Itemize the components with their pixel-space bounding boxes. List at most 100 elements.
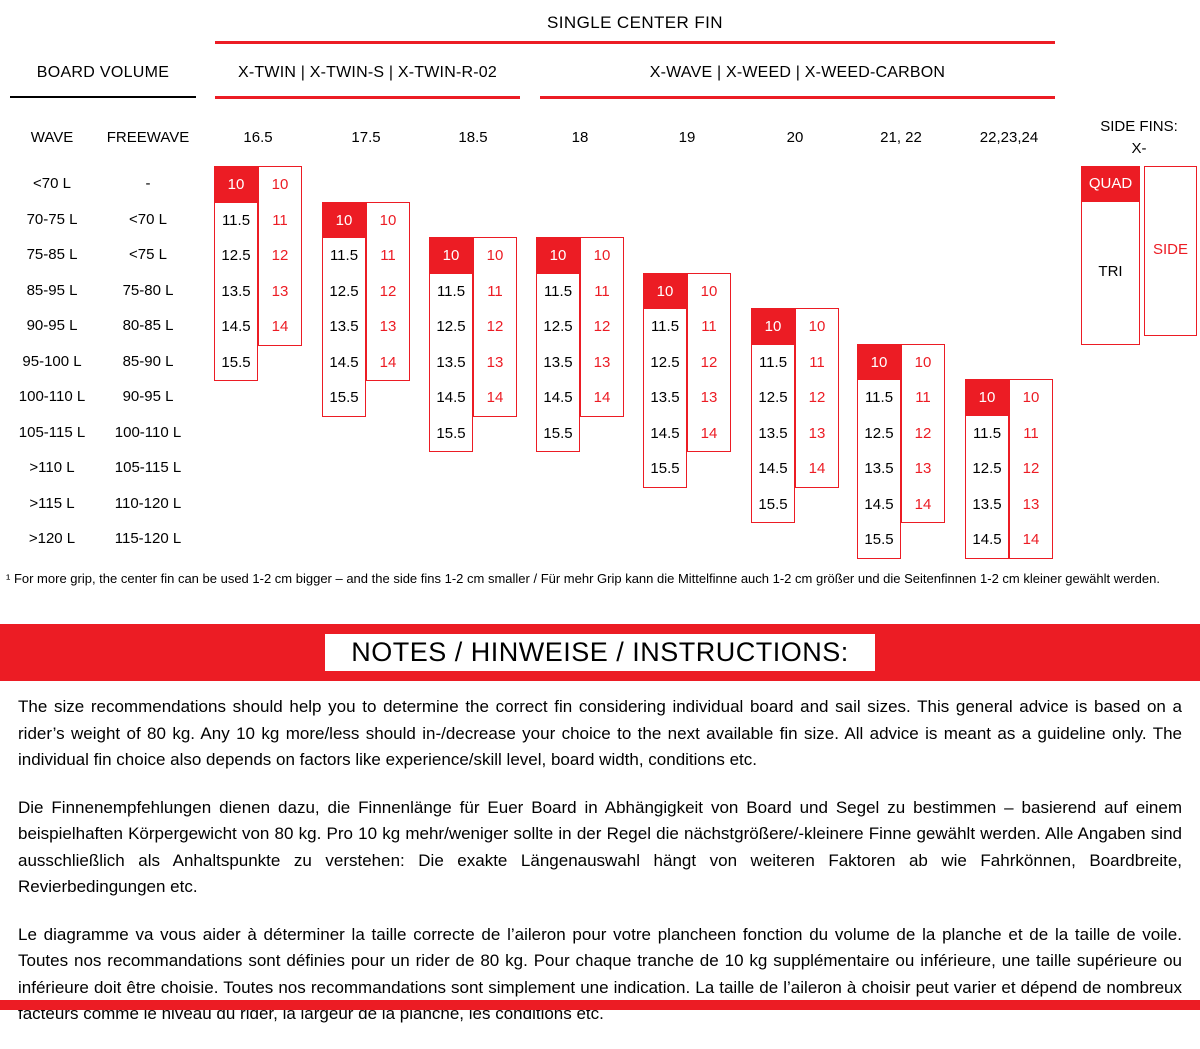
side-fin-cell: 12 (486, 318, 504, 335)
side-fin-cell: 13 (379, 318, 397, 335)
center-fin-column: 10 11.5 12.5 13.5 14.5 15.5 (857, 343, 901, 559)
wave-volume-cell: 95-100 L (22, 352, 82, 370)
legend-side-box: SIDE (1144, 166, 1197, 336)
wave-volume-cell: >120 L (28, 530, 76, 547)
side-fin-cell: 14 (808, 460, 826, 477)
freewave-volume-cell: <70 L (129, 210, 167, 228)
sail-size-header: 17.5 (351, 129, 381, 146)
legend-quad-box: QUAD (1081, 166, 1140, 201)
notes-paragraph: Le diagramme va vous aider à déterminer … (18, 924, 1182, 1024)
center-fin-column: 10 11.5 12.5 13.5 14.5 (965, 379, 1009, 559)
wave-volume-cell: <70 L (33, 175, 71, 192)
side-fin-cell: 11 (809, 353, 825, 371)
wave-volume-cell: >115 L (29, 494, 75, 512)
center-fin-column: 10 11.5 12.5 13.5 14.5 15.5 (643, 272, 687, 488)
center-fin-column: 10 11.5 12.5 13.5 14.5 15.5 (214, 166, 258, 381)
side-fin-cell: 13 (486, 353, 504, 371)
sail-size-header: 22,23,24 (979, 129, 1039, 146)
center-fin-cell: 15.5 (221, 353, 251, 371)
side-fins-heading-line1: SIDE FINS: (1100, 118, 1178, 135)
side-fin-column: 10 11 12 13 14 (258, 166, 302, 346)
center-fin-cell: 14.5 (972, 531, 1002, 548)
sail-size-header: 16.5 (243, 129, 273, 146)
side-fin-cell: 11 (701, 318, 717, 335)
center-fin-cell: 14.5 (864, 495, 894, 513)
legend-tri-box: TRI (1081, 201, 1140, 345)
wave-volume-cell: 100-110 L (18, 388, 86, 405)
center-fin-cell: 13.5 (436, 353, 466, 371)
freewave-volume-cell: 110-120 L (114, 494, 182, 512)
side-fin-cell: 11 (272, 211, 288, 229)
board-volume-underline (10, 96, 196, 98)
center-fin-cell-highlight: 10 (537, 238, 579, 274)
board-volume-heading: BOARD VOLUME (36, 64, 170, 81)
side-fin-cell: 12 (914, 424, 932, 442)
fin-group-xwave-heading: X-WAVE | X-WEED | X-WEED-CARBON (649, 64, 946, 81)
center-fin-column: 10 11.5 12.5 13.5 14.5 15.5 (322, 201, 366, 417)
center-fin-cell: 15.5 (436, 424, 466, 442)
side-fins-heading: SIDE FINS: X- (1080, 116, 1198, 160)
side-fin-cell: 12 (700, 353, 718, 371)
center-fin-cell: 12.5 (972, 460, 1002, 477)
center-fin-cell: 14.5 (758, 460, 788, 477)
center-fin-cell-highlight: 10 (430, 238, 472, 274)
title-underline (215, 41, 1055, 44)
side-fin-cell: 10 (1022, 389, 1040, 406)
notes-paragraph: Die Finnenempfehlungen dienen dazu, die … (18, 797, 1182, 897)
wave-volume-cell: 105-115 L (18, 423, 86, 441)
side-fin-cell: 12 (379, 282, 397, 300)
side-fin-column: 10 11 12 13 14 (473, 237, 517, 417)
center-fin-cell: 14.5 (650, 424, 680, 442)
center-fin-cell: 14.5 (221, 318, 251, 335)
wave-volume-cell: 90-95 L (26, 317, 78, 334)
center-fin-cell: 15.5 (650, 460, 680, 477)
sail-size-header: 21, 22 (880, 129, 922, 146)
freewave-volume-cell: - (145, 175, 151, 192)
freewave-volume-cell: 105-115 L (114, 459, 182, 476)
side-fin-column: 10 11 12 13 14 (366, 201, 410, 381)
chart-title: SINGLE CENTER FIN (547, 13, 723, 32)
side-fin-cell: 10 (593, 247, 611, 264)
freewave-volume-cell: 75-80 L (122, 281, 174, 299)
center-fin-cell: 12.5 (758, 389, 788, 406)
side-fin-cell: 13 (914, 460, 932, 477)
center-fin-cell: 13.5 (650, 389, 680, 406)
center-fin-cell: 11.5 (758, 353, 788, 371)
center-fin-cell: 12.5 (650, 353, 680, 371)
side-fin-cell: 11 (915, 389, 931, 406)
freewave-volume-cell: <75 L (129, 246, 167, 263)
notes-paragraph: The size recommendations should help you… (18, 697, 1182, 770)
center-fin-column: 10 11.5 12.5 13.5 14.5 15.5 (536, 237, 580, 452)
side-fin-column: 10 11 12 13 14 (687, 272, 731, 452)
fin-size-guide-page: SINGLE CENTER FIN BOARD VOLUME X-TWIN | … (0, 13, 1200, 1023)
center-fin-cell: 12.5 (329, 282, 359, 300)
sail-size-header: 19 (678, 129, 696, 146)
wave-column-header: WAVE (30, 129, 74, 146)
side-fin-cell: 14 (593, 389, 611, 406)
side-fin-cell: 12 (1022, 460, 1040, 477)
side-fin-cell: 10 (379, 211, 397, 229)
center-fin-cell: 14.5 (436, 389, 466, 406)
side-fin-cell: 13 (700, 389, 718, 406)
center-fin-cell: 13.5 (329, 318, 359, 335)
center-fin-cell: 14.5 (329, 353, 359, 371)
side-fin-cell: 11 (487, 282, 503, 300)
center-fin-cell: 15.5 (864, 531, 894, 548)
center-fin-cell: 15.5 (543, 424, 573, 442)
side-fin-cell: 14 (486, 389, 504, 406)
side-fin-cell: 12 (808, 389, 826, 406)
center-fin-cell: 11.5 (864, 389, 894, 406)
center-fin-cell-highlight: 10 (966, 380, 1008, 416)
side-fin-cell: 14 (700, 424, 718, 442)
side-fin-column: 10 11 12 13 14 (795, 308, 839, 488)
group1-underline (215, 96, 520, 99)
notes-banner: NOTES / HINWEISE / INSTRUCTIONS: (0, 624, 1200, 681)
side-fin-cell: 13 (1022, 495, 1040, 513)
side-fin-cell: 10 (486, 247, 504, 264)
side-fin-cell: 14 (379, 353, 397, 371)
sail-size-header: 18 (571, 129, 589, 146)
side-fin-cell: 10 (271, 176, 289, 193)
side-fin-cell: 10 (914, 353, 932, 371)
notes-title: NOTES / HINWEISE / INSTRUCTIONS: (325, 634, 875, 671)
freewave-volume-cell: 80-85 L (122, 317, 174, 334)
